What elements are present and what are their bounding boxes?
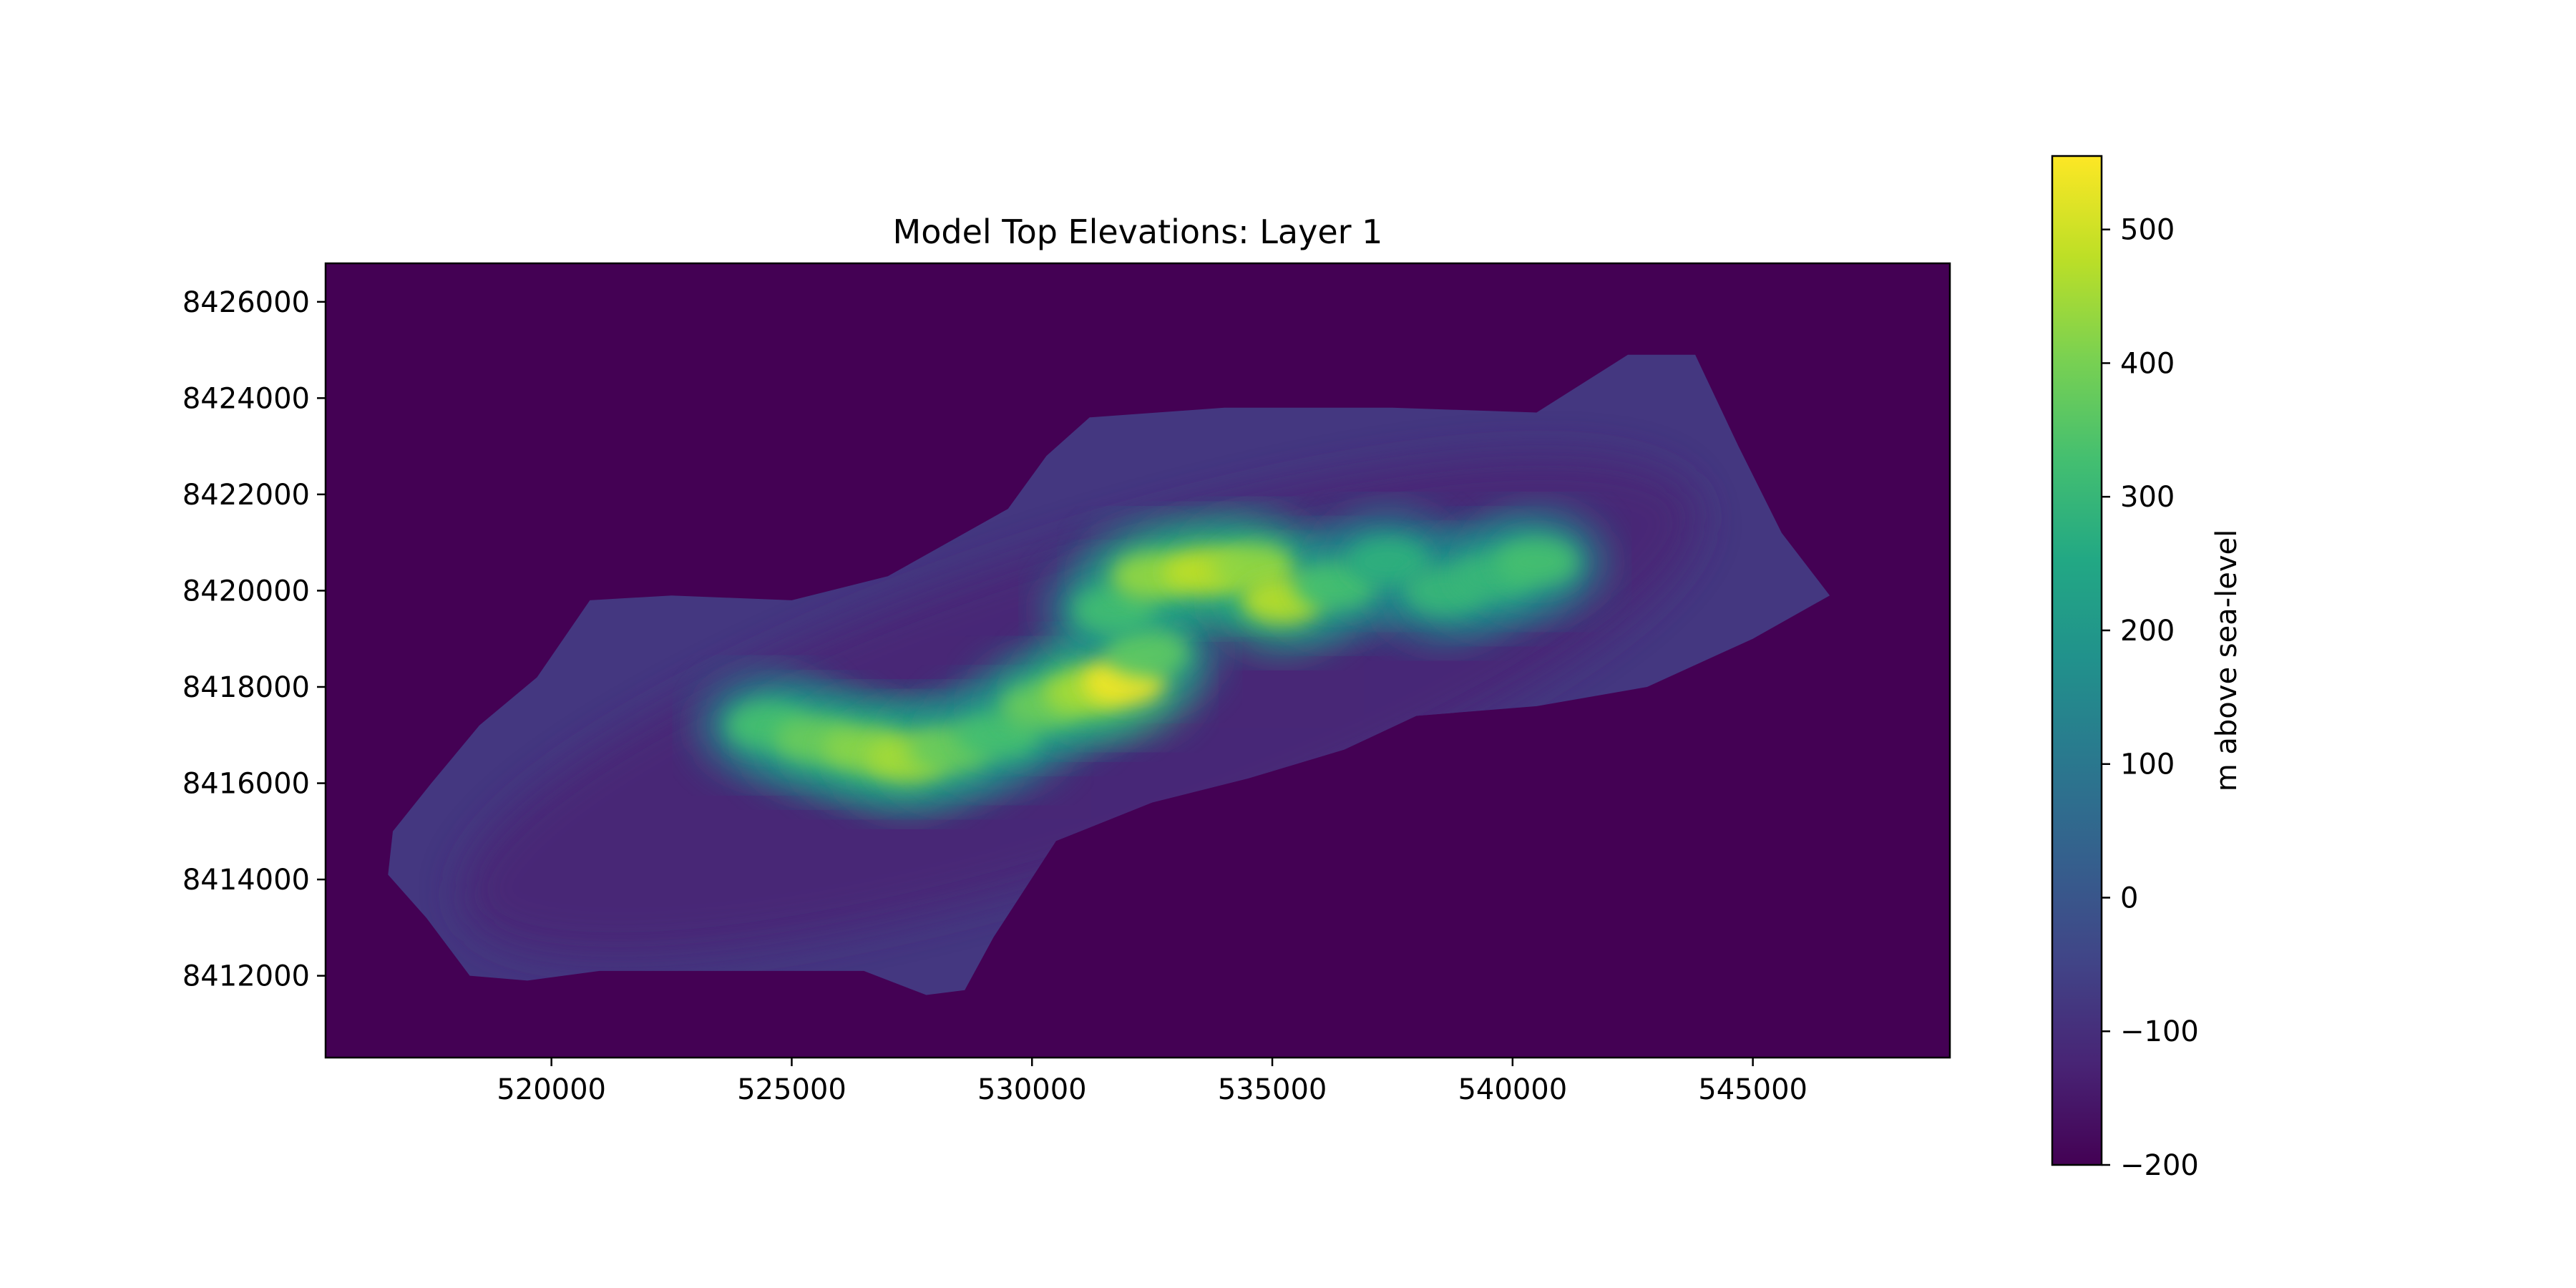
x-tick-label: 520000	[497, 1073, 606, 1106]
ridge-peak	[1106, 628, 1189, 678]
x-tick-label: 545000	[1698, 1073, 1807, 1106]
colorbar-tick-label: −200	[2120, 1149, 2199, 1182]
x-tick-label: 535000	[1218, 1073, 1327, 1106]
y-tick-label: 8412000	[182, 960, 310, 993]
ridge-peak	[1346, 537, 1430, 587]
colorbar-ticks: −200 −100 0 100 200 300 400 500	[2102, 214, 2199, 1182]
colorbar-label: m above sea-level	[2210, 530, 2243, 792]
y-axis: 8412000 8414000 8416000 8418000 8420000 84220…	[182, 286, 326, 993]
x-tick-label: 530000	[977, 1073, 1087, 1106]
x-tick-label: 540000	[1458, 1073, 1567, 1106]
colorbar-tick-label: 300	[2120, 481, 2175, 514]
colorbar: −200 −100 0 100 200 300 400 500 m above sea-lev…	[2051, 155, 2243, 1182]
y-tick-label: 8420000	[182, 575, 310, 608]
colorbar-tick-label: 100	[2120, 748, 2175, 781]
x-tick-label: 525000	[737, 1073, 847, 1106]
y-tick-label: 8426000	[182, 286, 310, 319]
colorbar-gradient	[2051, 155, 2103, 1166]
chart-title: Model Top Elevations: Layer 1	[893, 213, 1383, 251]
y-tick-label: 8418000	[182, 671, 310, 704]
y-tick-label: 8414000	[182, 864, 310, 897]
y-tick-label: 8416000	[182, 768, 310, 801]
ridge-peak	[1495, 537, 1579, 587]
y-tick-label: 8422000	[182, 479, 310, 512]
x-axis: 520000 525000 530000 535000 540000 545000	[497, 1058, 1807, 1106]
island-detail-layer	[461, 455, 1699, 957]
colorbar-tick-label: −100	[2120, 1015, 2199, 1048]
y-tick-label: 8424000	[182, 382, 310, 415]
plot-area	[324, 262, 1951, 1059]
plot-frame	[324, 262, 1951, 1059]
colorbar-tick-label: 400	[2120, 347, 2175, 380]
colorbar-tick-label: 0	[2120, 882, 2138, 914]
colorbar-tick-label: 200	[2120, 615, 2175, 648]
colorbar-tick-label: 500	[2120, 214, 2175, 247]
